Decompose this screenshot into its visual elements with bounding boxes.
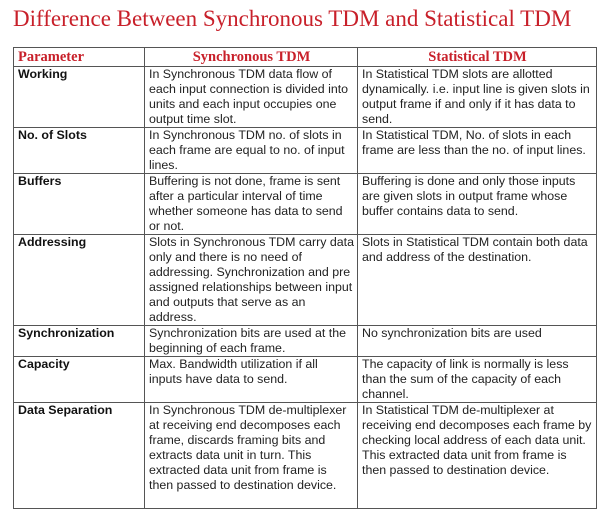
statistical-cell: Slots in Statistical TDM contain both da… [357, 234, 597, 326]
synchronous-cell: Max. Bandwidth utilization if all inputs… [144, 356, 358, 403]
statistical-cell: Buffering is done and only those inputs … [357, 173, 597, 235]
synchronous-cell: In Synchronous TDM data flow of each inp… [144, 66, 358, 128]
parameter-cell: Synchronization [13, 325, 145, 357]
header-parameter: Parameter [13, 47, 145, 67]
header-statistical-tdm: Statistical TDM [357, 47, 597, 67]
parameter-cell: Addressing [13, 234, 145, 326]
statistical-cell: In Statistical TDM slots are allotted dy… [357, 66, 597, 128]
statistical-cell: No synchronization bits are used [357, 325, 597, 357]
table-row: Addressing Slots in Synchronous TDM carr… [13, 234, 597, 326]
table-row: No. of Slots In Synchronous TDM no. of s… [13, 127, 597, 174]
statistical-cell: The capacity of link is normally is less… [357, 356, 597, 403]
table-row: Synchronization Synchronization bits are… [13, 325, 597, 357]
table-row: Buffers Buffering is not done, frame is … [13, 173, 597, 235]
synchronous-cell: In Synchronous TDM no. of slots in each … [144, 127, 358, 174]
table-row: Data Separation In Synchronous TDM de-mu… [13, 402, 597, 509]
synchronous-cell: Buffering is not done, frame is sent aft… [144, 173, 358, 235]
table-body: Working In Synchronous TDM data flow of … [13, 66, 597, 509]
header-synchronous-tdm: Synchronous TDM [144, 47, 358, 67]
parameter-cell: Working [13, 66, 145, 128]
parameter-cell: Data Separation [13, 402, 145, 509]
table-row: Working In Synchronous TDM data flow of … [13, 66, 597, 128]
synchronous-cell: Synchronization bits are used at the beg… [144, 325, 358, 357]
table-row: Capacity Max. Bandwidth utilization if a… [13, 356, 597, 403]
table-header: Parameter Synchronous TDM Statistical TD… [13, 47, 597, 67]
parameter-cell: Buffers [13, 173, 145, 235]
page-title: Difference Between Synchronous TDM and S… [13, 6, 572, 31]
statistical-cell: In Statistical TDM, No. of slots in each… [357, 127, 597, 174]
comparison-table: Parameter Synchronous TDM Statistical TD… [13, 47, 597, 509]
parameter-cell: No. of Slots [13, 127, 145, 174]
header-row: Parameter Synchronous TDM Statistical TD… [13, 47, 597, 67]
synchronous-cell: Slots in Synchronous TDM carry data only… [144, 234, 358, 326]
statistical-cell: In Statistical TDM de-multiplexer at rec… [357, 402, 597, 509]
synchronous-cell: In Synchronous TDM de-multiplexer at rec… [144, 402, 358, 509]
parameter-cell: Capacity [13, 356, 145, 403]
